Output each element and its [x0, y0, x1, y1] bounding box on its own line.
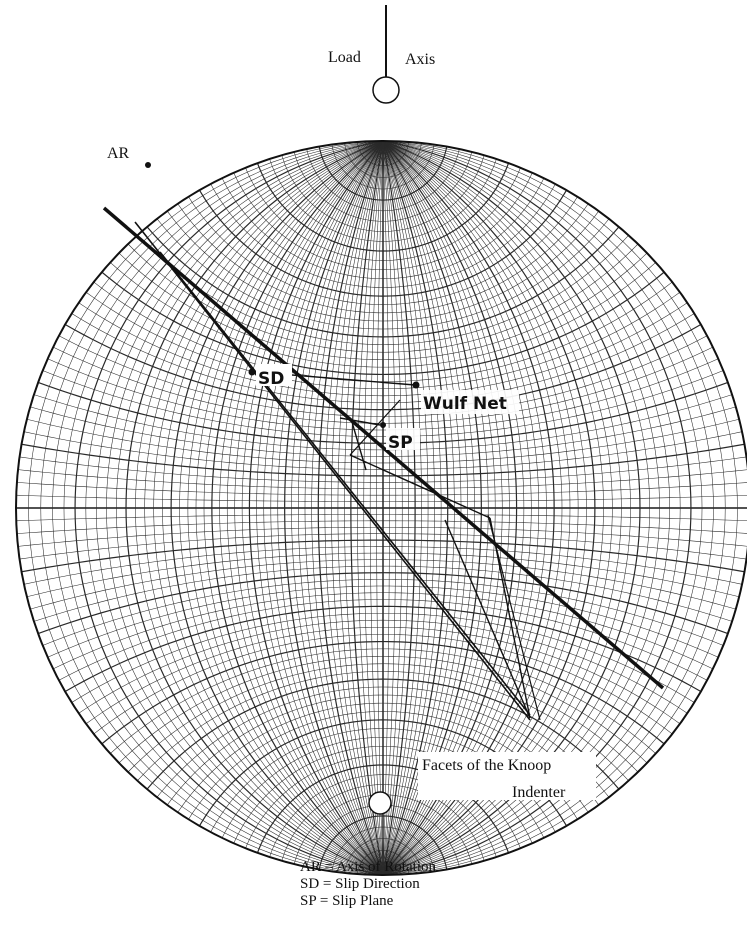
north-pole-hole [372, 76, 400, 104]
axis-label: Axis [405, 51, 435, 68]
facet-line-4 [487, 514, 541, 721]
facets-label-line2: Indenter [512, 784, 566, 801]
construction-lines [102, 206, 665, 721]
ar-point [145, 162, 151, 168]
facets-label-line1: Facets of the Knoop [422, 757, 551, 774]
rotation-trace-line [102, 206, 665, 690]
sd-point [248, 368, 256, 376]
south-pole-hole [368, 791, 392, 815]
wulff-net-grid [16, 141, 747, 875]
wulff-point [412, 381, 420, 389]
sp-label-bg [386, 428, 420, 450]
ar-label: AR [107, 145, 130, 162]
sp-point [380, 422, 386, 428]
legend-item-sd: SD = Slip Direction [300, 876, 420, 892]
facet-line-6 [351, 421, 367, 471]
sd-label-bg [256, 364, 292, 386]
legend-item-ar: AR = Axis of Rotation [300, 859, 436, 875]
facet-line-7 [339, 417, 381, 426]
facet-line-1 [349, 454, 491, 519]
sp-label: SP [388, 433, 413, 453]
primitive-circle [15, 140, 747, 876]
wulff-label-bg [421, 390, 519, 414]
load-label: Load [328, 49, 361, 66]
sd-label: SD [258, 369, 284, 389]
sd-plane-line [159, 251, 531, 716]
facet-line-2 [444, 519, 531, 719]
facets-label-bg [418, 752, 596, 800]
legend-item-sp: SP = Slip Plane [300, 893, 394, 909]
wulff-net-label: Wulf Net [423, 394, 507, 414]
legend: AR = Axis of Rotation SD = Slip Directio… [300, 859, 436, 909]
sp-plane-line [134, 221, 531, 721]
